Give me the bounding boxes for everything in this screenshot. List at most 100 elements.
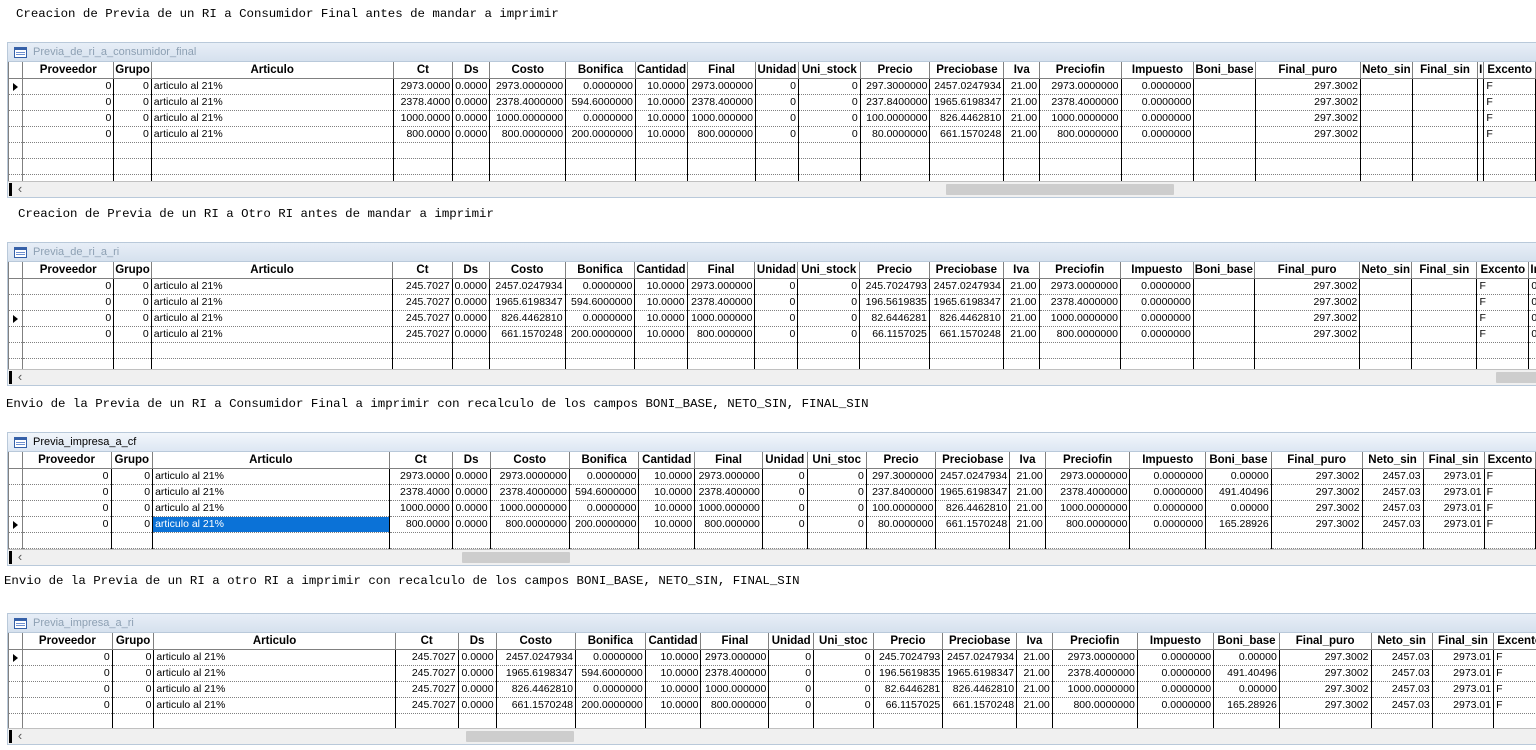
row-indicator[interactable]: [8, 697, 23, 714]
row-indicator[interactable]: [8, 94, 24, 111]
cell-uni_stoc[interactable]: 0: [807, 484, 867, 501]
cell-final_puro[interactable]: 297.3002: [1255, 78, 1361, 95]
row-indicator[interactable]: [8, 278, 24, 295]
cell-articulo[interactable]: articulo al 21%: [152, 516, 390, 533]
cell-articulo[interactable]: articulo al 21%: [151, 278, 394, 295]
grid-window-previa-de-ri-a-consumidor-final[interactable]: Previa_de_ri_a_consumidor_final Proveedor…: [7, 42, 1536, 198]
column-header-articulo[interactable]: Articulo: [153, 633, 396, 650]
cell-grupo[interactable]: 0: [111, 516, 154, 533]
window-titlebar[interactable]: Previa_impresa_a_cf: [8, 433, 1536, 452]
column-header-uni_stoc[interactable]: Uni_stoc: [813, 633, 874, 650]
column-header-proveedor[interactable]: Proveedor: [22, 633, 113, 650]
table-row[interactable]: 0 0 articulo al 21% 245.7027 0.0000 661.15702…: [8, 326, 1536, 343]
cell-preciobase[interactable]: 2457.0247934: [942, 649, 1018, 666]
cell-proveedor[interactable]: 0: [22, 484, 112, 501]
cell-final_sin[interactable]: [1411, 310, 1478, 327]
cell-neto_sin[interactable]: [1360, 94, 1413, 111]
cell-boni_base[interactable]: 491.40496: [1205, 484, 1272, 501]
cell-grupo[interactable]: 0: [112, 649, 155, 666]
cell-final_puro[interactable]: 297.3002: [1271, 468, 1363, 485]
cell-impuesto[interactable]: 0.0000000: [1129, 500, 1207, 517]
table-row[interactable]: 0 0 articulo al 21% 2378.4000 0.0000 2378.400…: [8, 484, 1536, 501]
column-header-iva[interactable]: Iva: [1003, 62, 1041, 79]
cell-final_sin[interactable]: [1412, 94, 1479, 111]
cell-boni_base[interactable]: 0.00000: [1213, 649, 1280, 666]
column-header-final_puro[interactable]: Final_puro: [1271, 452, 1363, 469]
cell-unidad[interactable]: 0: [762, 500, 808, 517]
column-header-preciobase[interactable]: Preciobase: [935, 452, 1011, 469]
cell-proveedor[interactable]: 0: [22, 681, 113, 698]
cell-precio[interactable]: 245.7024793: [859, 278, 930, 295]
cell-excento[interactable]: F: [1484, 516, 1536, 533]
column-header-neto_sin[interactable]: Neto_sin: [1362, 452, 1424, 469]
cell-proveedor[interactable]: 0: [22, 126, 115, 143]
cell-unidad[interactable]: 0: [768, 665, 815, 682]
cell-neto_sin[interactable]: [1360, 126, 1413, 143]
cell-ds[interactable]: 0.0000: [452, 278, 490, 295]
column-header-i[interactable]: I: [1477, 62, 1485, 79]
column-header-costo[interactable]: Costo: [490, 452, 570, 469]
column-header-final[interactable]: Final: [687, 62, 756, 79]
cell-iva[interactable]: 21.00: [1003, 126, 1041, 143]
column-header-proveedor[interactable]: Proveedor: [22, 262, 115, 279]
cell-articulo[interactable]: articulo al 21%: [153, 697, 396, 714]
cell-iva[interactable]: 21.00: [1003, 278, 1040, 295]
cell-final_sin[interactable]: 2973.01: [1432, 681, 1495, 698]
cell-final_sin[interactable]: 2973.01: [1423, 500, 1485, 517]
cell-final_puro[interactable]: 297.3002: [1254, 294, 1361, 311]
column-header-final_sin[interactable]: Final_sin: [1411, 262, 1478, 279]
cell-grupo[interactable]: 0: [113, 94, 152, 111]
column-header-ds[interactable]: Ds: [452, 452, 491, 469]
table-row[interactable]: 0 0 articulo al 21% 2973.0000 0.0000 2973.000…: [8, 468, 1536, 485]
cell-articulo[interactable]: articulo al 21%: [153, 681, 396, 698]
cell-preciobase[interactable]: 1965.6198347: [929, 294, 1004, 311]
cell-i[interactable]: [1477, 78, 1485, 95]
cell-i[interactable]: [1477, 110, 1485, 127]
cell-impuesto[interactable]: 0.0000000: [1121, 110, 1195, 127]
cell-costo[interactable]: 1965.6198347: [496, 665, 577, 682]
cell-unidad[interactable]: 0: [754, 294, 799, 311]
column-header-final_puro[interactable]: Final_puro: [1255, 62, 1361, 79]
cell-uni_stock[interactable]: 0: [797, 278, 861, 295]
cell-costo[interactable]: 826.4462810: [489, 310, 566, 327]
cell-bonifica[interactable]: 594.6000000: [565, 294, 636, 311]
cell-uni_stock[interactable]: 0: [797, 294, 861, 311]
cell-uni_stoc[interactable]: 0: [813, 649, 874, 666]
row-indicator[interactable]: [8, 500, 23, 517]
cell-preciobase[interactable]: 1965.6198347: [942, 665, 1018, 682]
column-header-excento[interactable]: Excento: [1484, 452, 1536, 469]
cell-neto_sin[interactable]: 2457.03: [1362, 516, 1424, 533]
cell-grupo[interactable]: 0: [112, 665, 155, 682]
cell-final_sin[interactable]: [1412, 126, 1479, 143]
column-header-uni_stock[interactable]: Uni_stock: [798, 62, 861, 79]
cell-costo[interactable]: 661.1570248: [489, 326, 566, 343]
cell-final_puro[interactable]: 297.3002: [1255, 94, 1361, 111]
cell-ds[interactable]: 0.0000: [452, 484, 491, 501]
cell-unidad[interactable]: 0: [768, 681, 815, 698]
cell-cantidad[interactable]: 10.0000: [638, 516, 696, 533]
cell-unidad[interactable]: 0: [762, 484, 808, 501]
column-header-preciofin[interactable]: Preciofin: [1052, 633, 1138, 650]
cell-i[interactable]: [1477, 94, 1485, 111]
table-row[interactable]: 0 0 articulo al 21% 245.7027 0.0000 1965.6198…: [8, 665, 1536, 682]
table-row[interactable]: 0 0 articulo al 21% 2378.4000 0.0000 2378.400…: [8, 94, 1536, 111]
column-header-neto_sin[interactable]: Neto_sin: [1371, 633, 1433, 650]
column-header-excento[interactable]: Excento: [1493, 633, 1536, 650]
cell-preciofin[interactable]: 2973.0000000: [1039, 278, 1121, 295]
cell-boni_base[interactable]: 491.40496: [1213, 665, 1280, 682]
cell-ct[interactable]: 2378.4000: [389, 484, 453, 501]
cell-impuesto[interactable]: 0.0000000: [1120, 294, 1194, 311]
cell-bonifica[interactable]: 0.0000000: [569, 468, 640, 485]
cell-articulo[interactable]: articulo al 21%: [151, 94, 394, 111]
row-indicator[interactable]: [8, 110, 24, 127]
cell-iva[interactable]: 21.00: [1016, 697, 1053, 714]
column-header-final[interactable]: Final: [700, 633, 770, 650]
cell-uni_stoc[interactable]: 0: [807, 500, 867, 517]
cell-neto_sin[interactable]: [1359, 294, 1413, 311]
cell-unidad[interactable]: 0: [754, 310, 799, 327]
cell-i[interactable]: [1477, 126, 1485, 143]
cell-preciofin[interactable]: 2973.0000000: [1045, 468, 1131, 485]
cell-final[interactable]: 2378.400000: [700, 665, 770, 682]
cell-preciobase[interactable]: 826.4462810: [929, 110, 1005, 127]
cell-preciobase[interactable]: 1965.6198347: [935, 484, 1011, 501]
